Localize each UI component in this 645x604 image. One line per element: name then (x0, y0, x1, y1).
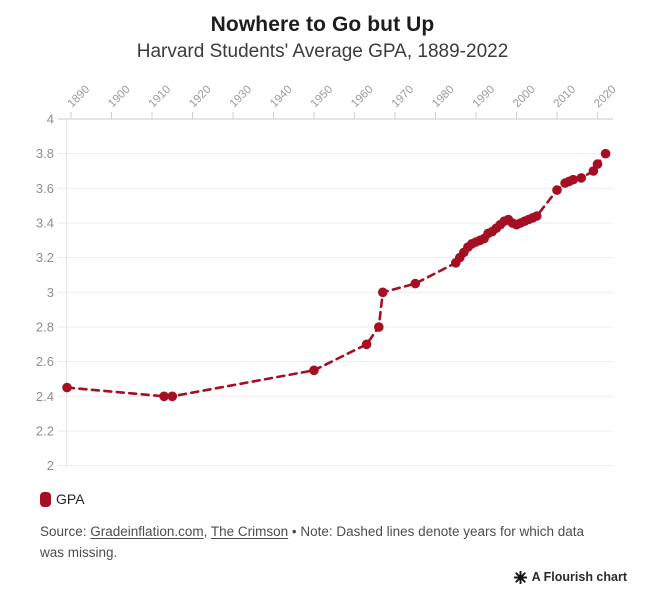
y-axis-label: 3.2 (36, 250, 54, 265)
legend-item-gpa[interactable]: GPA (40, 491, 85, 507)
link-the-crimson[interactable]: The Crimson (210, 524, 289, 539)
source-prefix: Source: (40, 524, 91, 539)
data-point-1967[interactable] (378, 287, 388, 298)
x-axis-label: 1980 (430, 84, 457, 111)
chart-canvas: 2 2.2 2.4 2.6 2.8 3 3.2 3.4 3.6 3.8 4 1890 1900 1910 1… (36, 84, 619, 474)
gpa-line (65, 152, 607, 398)
x-axis-label: 2020 (592, 84, 619, 111)
data-point-2010[interactable] (552, 185, 562, 195)
page-subtitle: Harvard Students' Average GPA, 1889-2022 (136, 41, 509, 62)
link-gradeinflation[interactable]: Gradeinflation.com (90, 524, 204, 539)
y-axis-label: 2.2 (36, 423, 54, 438)
data-point-2005[interactable] (532, 211, 542, 221)
data-point-1963[interactable] (361, 339, 372, 350)
source-note: Source: Gradeinflation.com, The Crimson … (40, 522, 605, 564)
page-title: Nowhere to Go but Up (210, 13, 435, 36)
legend-label: GPA (56, 491, 85, 507)
x-axis-label: 2000 (511, 84, 538, 111)
data-point-1975[interactable] (410, 278, 421, 289)
x-axis-label: 1910 (147, 84, 174, 111)
legend: GPA (40, 491, 645, 507)
x-axis-label: 1950 (309, 84, 336, 111)
data-point-2019[interactable] (588, 166, 599, 176)
y-axis-label: 2.8 (36, 319, 54, 334)
y-axis-label: 2.4 (36, 389, 54, 404)
y-axis-label: 3.8 (36, 146, 54, 161)
x-axis-label: 2010 (552, 84, 579, 111)
flourish-label: A Flourish chart (531, 570, 627, 584)
x-axis-label: 1990 (471, 84, 498, 111)
data-point-1950[interactable] (309, 365, 319, 376)
x-axis-label: 1960 (349, 84, 376, 111)
legend-swatch-icon (40, 491, 51, 507)
data-point-1966[interactable] (374, 322, 384, 332)
chart-header: Nowhere to Go but Up Harvard Students' A… (0, 0, 645, 64)
data-point-1915[interactable] (167, 391, 178, 402)
data-point-2022[interactable] (600, 148, 611, 159)
data-point-2014[interactable] (568, 174, 578, 185)
flourish-starburst-icon (513, 570, 527, 584)
x-axis-label: 1890 (66, 84, 93, 111)
x-axis-label: 1940 (268, 84, 295, 111)
data-point-2016[interactable] (576, 173, 587, 183)
x-axis-label: 1920 (187, 84, 214, 111)
y-axis-label: 3 (47, 285, 54, 300)
x-axis-label: 1900 (106, 84, 133, 111)
x-axis-label: 1970 (390, 84, 417, 111)
x-axis-label: 1930 (228, 84, 255, 111)
source-separator: , (203, 524, 211, 539)
y-axis-label: 2.6 (36, 354, 54, 369)
footer-note: • Note: Dashed lines denote years for wh… (40, 524, 585, 560)
data-point-1913[interactable] (159, 391, 169, 402)
y-axis-label: 2 (47, 458, 54, 473)
data-point-2020[interactable] (592, 159, 603, 169)
flourish-credit[interactable]: A Flourish chart (513, 570, 627, 584)
data-point-1889[interactable] (62, 382, 72, 393)
y-axis-label: 3.4 (36, 215, 54, 230)
y-axis-label: 4 (47, 112, 54, 127)
y-axis-label: 3.6 (36, 181, 54, 196)
